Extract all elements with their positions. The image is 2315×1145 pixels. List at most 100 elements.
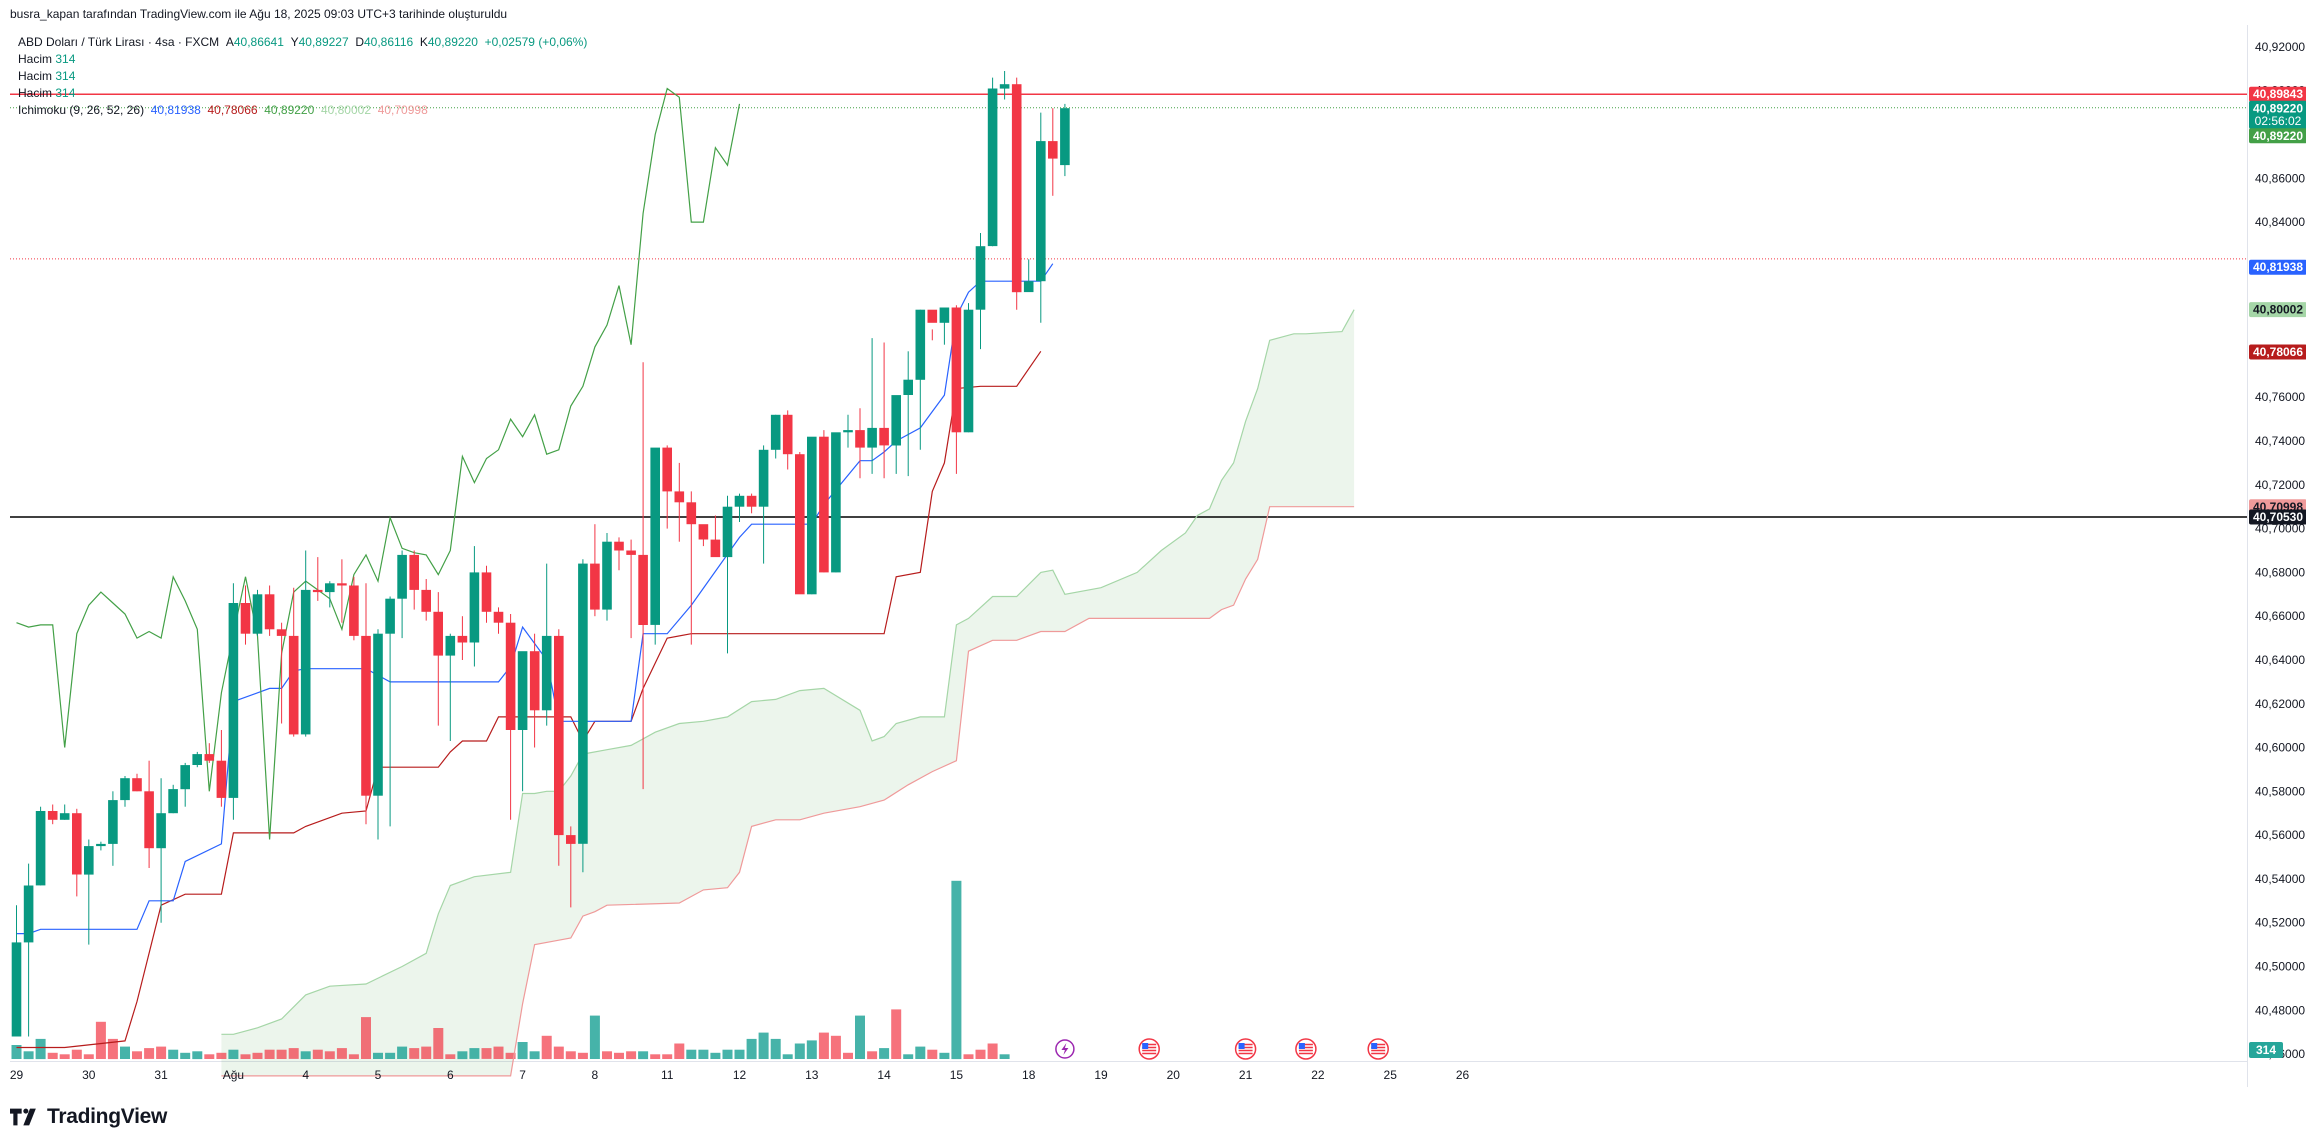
- candle-body: [47, 811, 58, 820]
- volume-row[interactable]: Hacim 314: [18, 68, 587, 85]
- volume-row[interactable]: Hacim 314: [18, 51, 587, 68]
- high-value: 40,89227: [298, 35, 349, 49]
- candle-body: [156, 813, 166, 849]
- volume-bar: [710, 1052, 721, 1059]
- symbol-name[interactable]: ABD Doları / Türk Lirası · 4sa · FXCM: [18, 35, 220, 49]
- price-tag-bg: [2249, 100, 2306, 129]
- price-tick-label: 40,92000: [2255, 40, 2305, 54]
- candle-body: [397, 554, 407, 599]
- volume-tag-bg: [2249, 1042, 2283, 1058]
- candle-body: [23, 885, 34, 943]
- us-flag-icon: [1234, 1038, 1257, 1060]
- volume-bar: [421, 1046, 432, 1059]
- volume-bar: [915, 1046, 926, 1059]
- candle-body: [554, 635, 564, 836]
- flag-stripe: [1142, 1043, 1157, 1046]
- volume-bar: [276, 1049, 287, 1059]
- time-tick-label: 31: [154, 1068, 168, 1082]
- volume-bar: [505, 1052, 516, 1059]
- candle-body: [469, 572, 480, 643]
- candle-body: [541, 635, 552, 711]
- volume-bar: [782, 1054, 793, 1059]
- price-tick-label: 40,60000: [2255, 741, 2305, 755]
- price-tick-label: 40,52000: [2255, 916, 2305, 930]
- flag-stripe: [1298, 1043, 1313, 1046]
- candle-body: [120, 778, 130, 801]
- candle-body: [987, 88, 998, 247]
- volume-bar: [746, 1038, 757, 1060]
- price-tag: 40,89220: [2249, 128, 2306, 144]
- candle-body: [638, 554, 648, 625]
- price-tag-countdown: 02:56:02: [2255, 114, 2302, 128]
- volume-bar: [589, 1015, 600, 1059]
- volume-bar: [457, 1051, 468, 1060]
- volume-bar: [987, 1043, 998, 1059]
- volume-bar: [650, 1054, 661, 1059]
- volume-bar: [843, 1052, 853, 1059]
- ichimoku-row[interactable]: Ichimoku (9, 26, 52, 26) 40,81938 40,780…: [18, 102, 587, 119]
- tradingview-logo[interactable]: TradingView: [10, 1100, 167, 1134]
- legend: ABD Doları / Türk Lirası · 4sa · FXCM A4…: [18, 34, 587, 119]
- candle-body: [1036, 141, 1046, 282]
- volume-bar: [228, 1049, 239, 1059]
- candle-body: [337, 583, 347, 586]
- volume-bar: [83, 1054, 94, 1059]
- time-tick-label: 13: [805, 1068, 819, 1082]
- volume-bar: [385, 1052, 396, 1059]
- volume-bar: [59, 1054, 70, 1059]
- time-tick-label: 25: [1384, 1068, 1398, 1082]
- volume-bar: [722, 1049, 733, 1059]
- volume-bar: [107, 1038, 118, 1060]
- ichimoku-tenkan-value: 40,81938: [150, 103, 201, 117]
- time-tick-label: 21: [1239, 1068, 1253, 1082]
- volume-bar: [144, 1048, 155, 1059]
- volume-bar: [951, 880, 962, 1060]
- volume-bar: [975, 1049, 986, 1059]
- candle-body: [84, 846, 94, 875]
- volume-bar: [794, 1043, 805, 1059]
- candle-body: [264, 594, 275, 630]
- candle-body: [433, 611, 443, 656]
- candle-body: [963, 309, 974, 433]
- price-tag-bg: [2249, 259, 2306, 275]
- low-label: D: [355, 35, 364, 49]
- low-value: 40,86116: [364, 35, 414, 49]
- high-label: Y: [290, 35, 299, 49]
- volume-bar: [963, 1054, 974, 1059]
- flag-stripe: [1142, 1049, 1157, 1052]
- volume-bar: [541, 1035, 552, 1060]
- price-tag-label: 40,89843: [2253, 87, 2303, 101]
- price-tick-label: 40,50000: [2255, 960, 2305, 974]
- price-tick-label: 40,64000: [2255, 653, 2305, 667]
- candle-body: [517, 651, 528, 730]
- candle-body: [300, 589, 311, 735]
- candle-body: [445, 635, 456, 656]
- time-tick-label: 19: [1094, 1068, 1108, 1082]
- volume-bar: [252, 1052, 263, 1059]
- flag-canton: [1371, 1043, 1378, 1049]
- chart-area[interactable]: 40,4600040,4800040,5000040,5200040,54000…: [10, 25, 2306, 1087]
- candle-body: [1060, 108, 1070, 166]
- candle-body: [903, 379, 913, 395]
- volume-bar: [879, 1048, 890, 1059]
- volume-bar: [373, 1052, 383, 1059]
- candle-body: [662, 447, 672, 492]
- us-flag-icon: [1367, 1038, 1389, 1060]
- candle-body: [252, 594, 263, 634]
- volume-bar: [168, 1049, 179, 1059]
- time-tick-label: 29: [10, 1068, 23, 1082]
- price-tick-label: 40,68000: [2255, 565, 2305, 579]
- volume-bar: [361, 1017, 371, 1059]
- flag-stripe: [1371, 1052, 1386, 1055]
- price-tag-bg: [2249, 344, 2306, 360]
- price-chart[interactable]: 40,4600040,4800040,5000040,5200040,54000…: [10, 25, 2306, 1087]
- volume-row[interactable]: Hacim 314: [18, 85, 587, 102]
- candle-body: [879, 427, 889, 446]
- price-tick-label: 40,48000: [2255, 1003, 2305, 1017]
- price-tag-label: 40,89220: [2253, 101, 2303, 115]
- symbol-row[interactable]: ABD Doları / Türk Lirası · 4sa · FXCM A4…: [18, 34, 587, 51]
- volume-bar: [132, 1051, 142, 1060]
- volume-bar: [939, 1052, 950, 1059]
- candle-body: [674, 491, 685, 503]
